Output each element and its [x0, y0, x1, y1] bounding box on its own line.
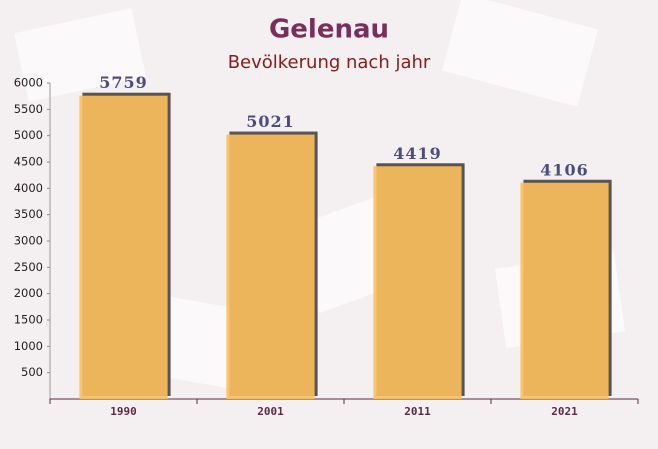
y-tick-label: 4500	[14, 155, 43, 169]
y-tick-label: 6000	[14, 76, 43, 90]
y-tick-label: 5500	[14, 102, 43, 116]
y-tick-label: 1000	[14, 339, 43, 353]
chart-title: Gelenau	[269, 15, 389, 45]
value-label: 4419	[393, 144, 442, 163]
chart-subtitle: Bevölkerung nach jahr	[228, 52, 431, 73]
y-tick-label: 3000	[14, 234, 43, 248]
y-tick-label: 2500	[14, 260, 43, 274]
x-tick-label: 2021	[551, 405, 578, 418]
x-tick-label: 2001	[257, 405, 284, 418]
value-label: 5021	[246, 112, 295, 131]
y-tick-label: 2000	[14, 286, 43, 300]
y-tick-label: 1500	[14, 313, 43, 327]
value-label: 5759	[99, 73, 148, 92]
bar	[373, 166, 462, 399]
bar	[226, 134, 315, 399]
y-tick-label: 500	[21, 365, 43, 379]
y-tick-label: 5000	[14, 128, 43, 142]
bar	[520, 182, 609, 399]
x-tick-label: 2011	[404, 405, 431, 418]
bar	[79, 95, 168, 400]
x-tick-label: 1990	[110, 405, 137, 418]
y-tick-label: 4000	[14, 181, 43, 195]
value-label: 4106	[540, 160, 589, 179]
y-tick-label: 3500	[14, 207, 43, 221]
